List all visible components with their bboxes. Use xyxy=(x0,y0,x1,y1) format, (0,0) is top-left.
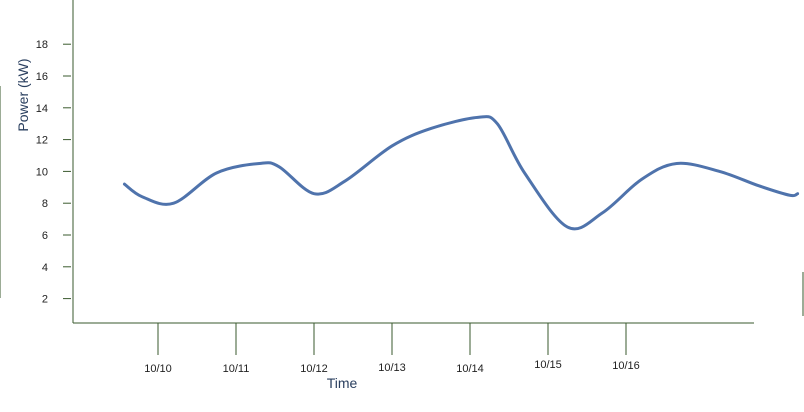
x-axis-title: Time xyxy=(327,375,358,391)
x-tick-label-3: 10/13 xyxy=(378,362,406,374)
x-tick-label-0: 10/10 xyxy=(144,363,172,375)
y-tick-label-8: 18 xyxy=(36,39,48,51)
y-axis-title: Power (kW) xyxy=(15,58,31,131)
x-tick-label-1: 10/11 xyxy=(223,363,250,375)
y-tick-label-0: 2 xyxy=(42,294,48,306)
y-tick-label-5: 12 xyxy=(36,135,48,147)
x-ticks: 10/10 10/11 10/12 10/13 10/14 10/15 10/16 xyxy=(144,323,640,375)
y-tick-label-7: 16 xyxy=(36,71,48,83)
y-tick-label-3: 8 xyxy=(42,198,48,210)
x-tick-label-5: 10/15 xyxy=(534,359,562,371)
x-tick-label-6: 10/16 xyxy=(612,360,640,372)
series-layer xyxy=(122,115,800,231)
x-tick-label-4: 10/14 xyxy=(456,363,484,375)
x-tick-label-2: 10/12 xyxy=(300,363,328,375)
y-tick-label-6: 14 xyxy=(36,103,48,115)
y-tick-label-2: 6 xyxy=(42,230,48,242)
y-tick-label-1: 4 xyxy=(42,262,48,274)
y-tick-label-4: 10 xyxy=(36,166,48,178)
series-line-0 xyxy=(122,115,800,231)
y-ticks: 2 4 6 8 10 12 14 16 18 xyxy=(36,39,71,306)
